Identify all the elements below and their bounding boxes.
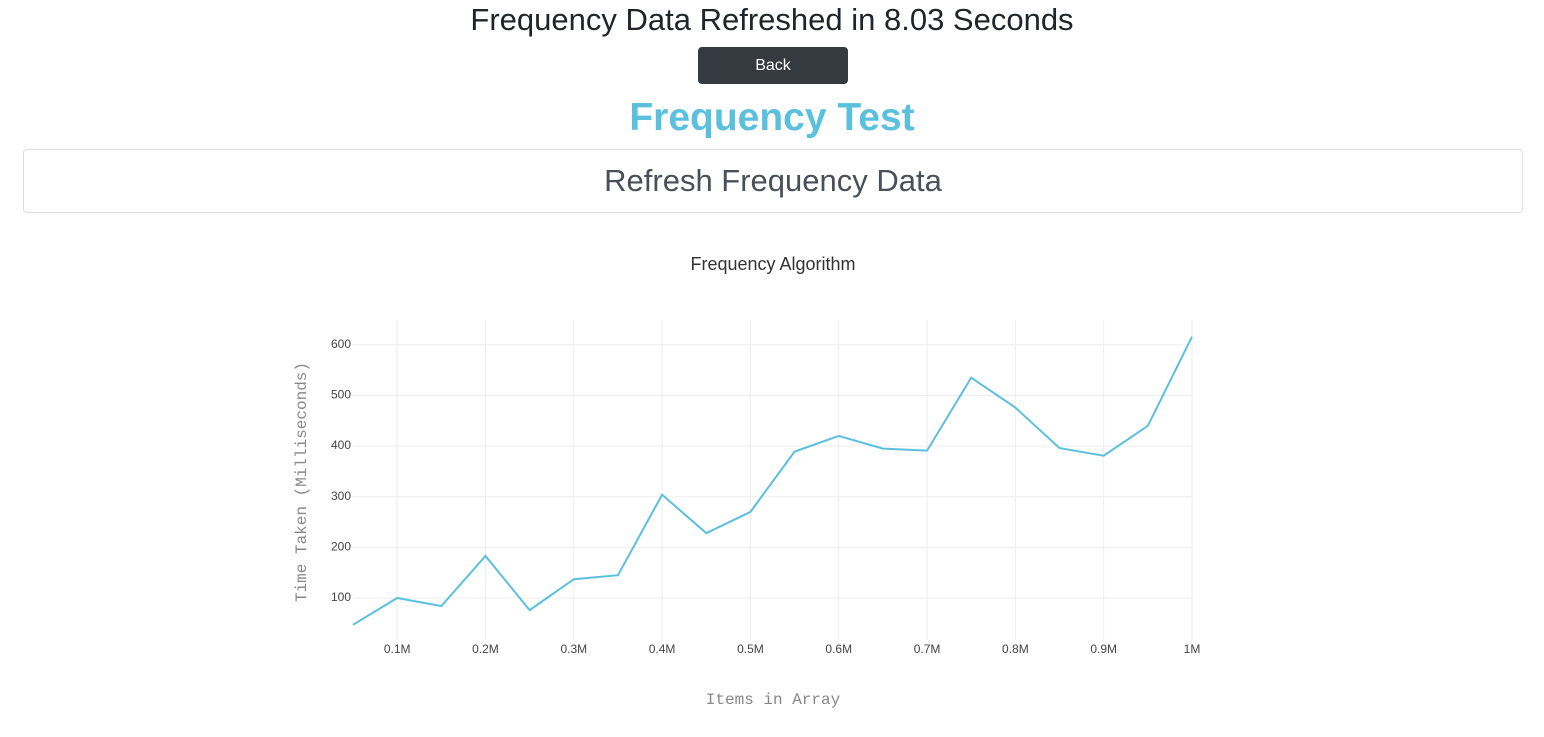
x-tick-label: 0.3M <box>560 642 587 656</box>
x-tick-label: 0.5M <box>737 642 764 656</box>
heading: Frequency Test <box>629 96 915 139</box>
y-tick-label: 600 <box>331 337 351 351</box>
x-tick-label: 0.2M <box>472 642 499 656</box>
data-line <box>352 336 1193 626</box>
y-axis-title: Time Taken (Milliseconds) <box>293 362 311 602</box>
y-tick-label: 400 <box>331 438 351 452</box>
x-tick-label: 0.7M <box>914 642 941 656</box>
x-axis-title: Items in Array <box>706 691 841 709</box>
y-tick-label: 100 <box>331 590 351 604</box>
y-tick-label: 200 <box>331 540 351 554</box>
chart-title: Frequency Algorithm <box>690 254 855 274</box>
x-tick-label: 1M <box>1184 642 1201 656</box>
page-title: Frequency Data Refreshed in 8.03 Seconds <box>470 2 1074 37</box>
y-tick-label: 300 <box>331 489 351 503</box>
x-tick-label: 0.8M <box>1002 642 1029 656</box>
x-tick-label: 0.4M <box>649 642 676 656</box>
x-tick-label: 0.1M <box>384 642 411 656</box>
x-tick-label: 0.9M <box>1090 642 1117 656</box>
y-tick-label: 500 <box>331 388 351 402</box>
back-button[interactable]: Back <box>698 47 848 84</box>
refresh-card[interactable]: Refresh Frequency Data <box>23 149 1523 213</box>
x-tick-label: 0.6M <box>825 642 852 656</box>
